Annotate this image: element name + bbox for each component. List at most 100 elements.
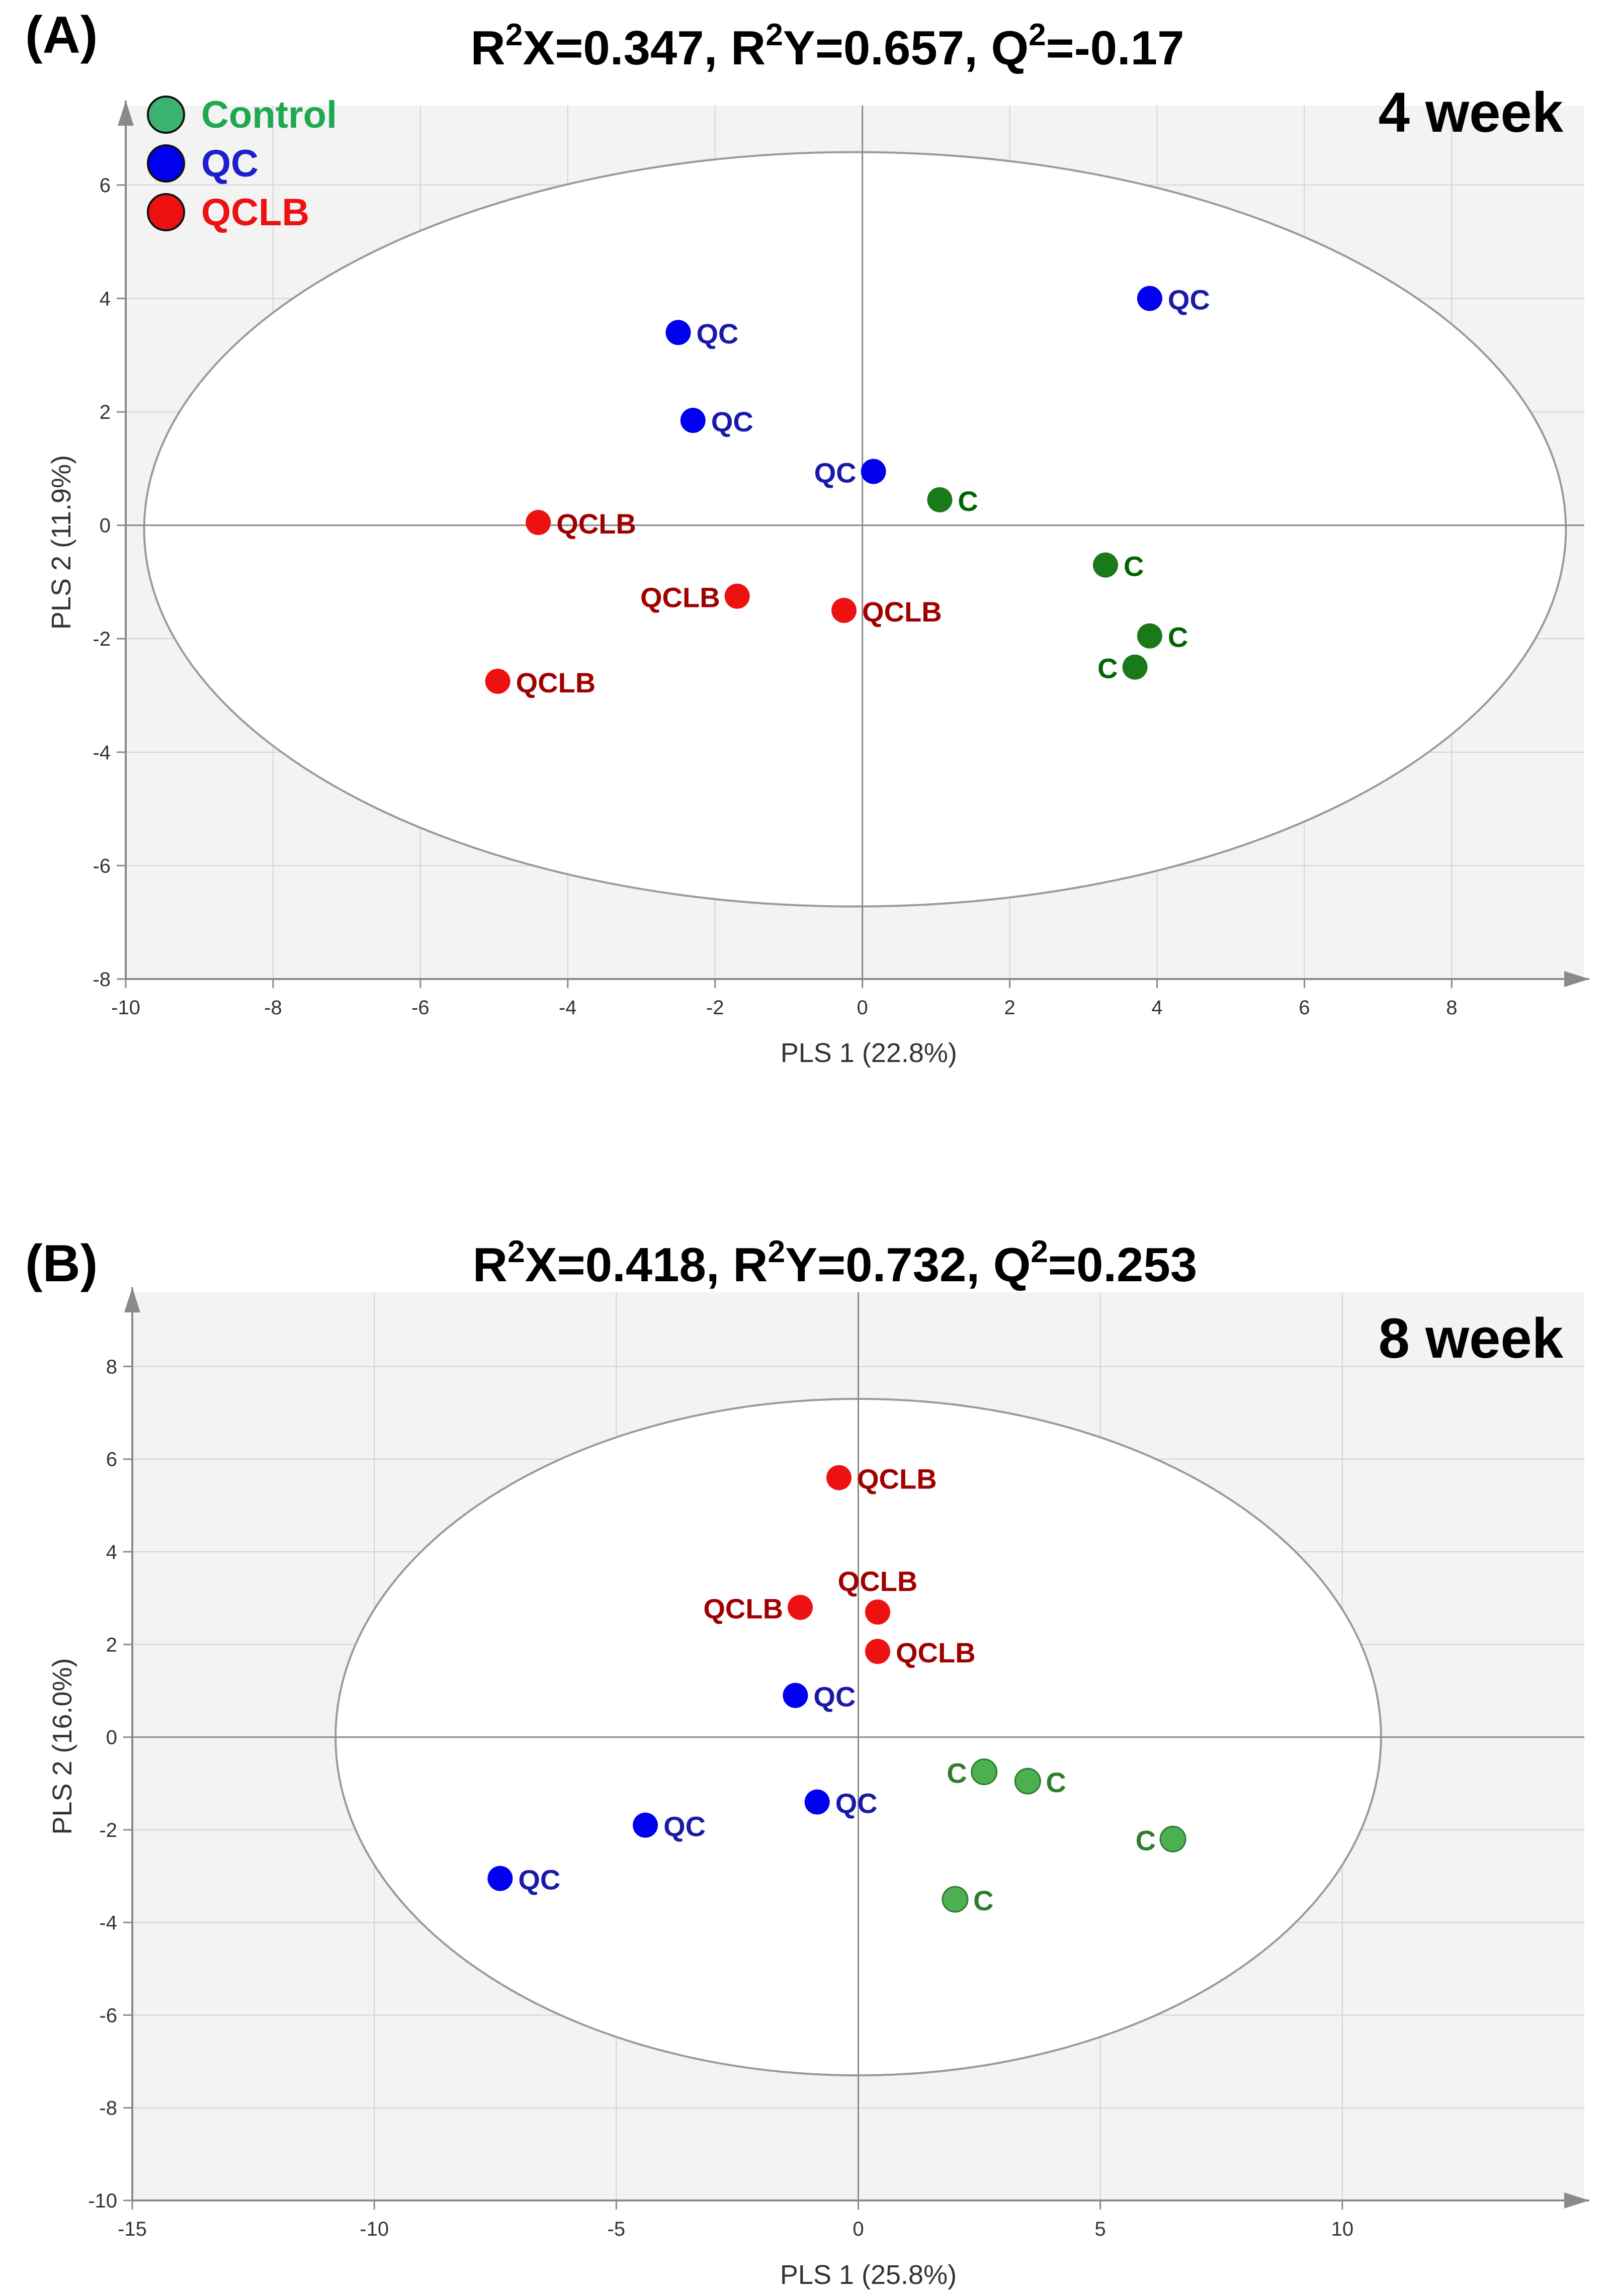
panel-label: (A) xyxy=(25,6,98,64)
x-tick-label: 4 xyxy=(1151,997,1162,1019)
y-tick-label: 2 xyxy=(100,401,111,423)
point-label-qclb: QCLB xyxy=(703,1593,783,1625)
stats-base: R xyxy=(473,1238,507,1292)
stats-base: R xyxy=(720,1238,768,1292)
point-label-qc: QC xyxy=(518,1864,560,1896)
stats-value: =-0.17 xyxy=(1046,21,1184,75)
point-label-control: C xyxy=(1124,551,1144,582)
legend-marker-qclb xyxy=(147,193,185,231)
x-tick-label: 5 xyxy=(1095,2218,1106,2240)
point-label-qclb: QCLB xyxy=(838,1565,918,1597)
data-point-qclb xyxy=(865,1599,890,1625)
point-label-control: C xyxy=(1046,1767,1066,1798)
legend: Control QC QCLB xyxy=(147,94,337,234)
x-tick-label: -10 xyxy=(360,2218,389,2240)
point-label-control: C xyxy=(1136,1824,1156,1856)
y-axis-label: PLS 2 (16.0%) xyxy=(47,1658,77,1834)
y-tick-label: 4 xyxy=(106,1541,117,1563)
data-point-qclb xyxy=(788,1595,813,1620)
y-tick-label: 8 xyxy=(106,1356,117,1378)
y-axis-label: PLS 2 (11.9%) xyxy=(46,455,76,630)
data-point-qc xyxy=(861,459,886,484)
y-tick-label: -10 xyxy=(88,2190,117,2212)
point-label-qc: QC xyxy=(711,406,753,437)
x-tick-label: 10 xyxy=(1331,2218,1354,2240)
stats-superscript: 2 xyxy=(505,18,523,52)
stats-value: Y=0.657, xyxy=(783,21,978,75)
stats-title: R2X=0.347, R2Y=0.657, Q2=-0.17 xyxy=(471,18,1184,75)
x-axis-arrow xyxy=(1564,2192,1589,2209)
data-point-qclb xyxy=(485,668,511,694)
point-label-qclb: QCLB xyxy=(640,582,720,613)
y-tick-label: 0 xyxy=(100,515,111,537)
x-tick-label: -2 xyxy=(706,997,724,1019)
y-tick-label: 6 xyxy=(106,1449,117,1471)
stats-superscript: 2 xyxy=(768,1234,785,1269)
data-point-qc xyxy=(633,1812,658,1838)
y-axis-arrow xyxy=(118,101,134,126)
y-tick-label: -8 xyxy=(99,2097,117,2120)
data-point-qc xyxy=(804,1789,830,1815)
legend-marker-control xyxy=(147,96,185,134)
point-label-qc: QC xyxy=(1168,284,1210,315)
x-axis-arrow xyxy=(1564,971,1589,987)
stats-base: R xyxy=(471,21,505,75)
stats-value: =0.253 xyxy=(1048,1238,1197,1292)
y-tick-label: 0 xyxy=(106,1727,117,1749)
point-label-qc: QC xyxy=(835,1788,878,1819)
data-point-qclb xyxy=(526,510,551,536)
point-label-qclb: QCLB xyxy=(516,667,596,698)
y-tick-label: -4 xyxy=(93,742,111,764)
point-label-qc: QC xyxy=(663,1811,706,1842)
point-label-control: C xyxy=(958,485,978,517)
data-point-qclb xyxy=(724,583,750,609)
data-point-control xyxy=(1137,623,1162,649)
data-point-control xyxy=(1092,552,1118,578)
x-tick-label: -5 xyxy=(608,2218,626,2240)
y-tick-label: 4 xyxy=(100,288,111,310)
data-point-qc xyxy=(665,320,691,345)
stats-title: R2X=0.418, R2Y=0.732, Q2=0.253 xyxy=(473,1234,1197,1292)
stats-value: X=0.347, xyxy=(523,21,717,75)
hotelling-ellipse xyxy=(143,151,1567,908)
time-label: 8 week xyxy=(1379,1307,1564,1370)
data-point-control xyxy=(1014,1768,1041,1795)
x-axis-label: PLS 1 (25.8%) xyxy=(780,2260,957,2290)
stats-base: Q xyxy=(978,21,1029,75)
data-point-control xyxy=(1122,654,1148,680)
legend-marker-qc xyxy=(147,144,185,183)
y-tick-label: -4 xyxy=(99,1912,117,1934)
data-point-qclb xyxy=(831,597,857,623)
x-tick-label: 6 xyxy=(1299,997,1310,1019)
x-tick-label: -15 xyxy=(118,2218,147,2240)
point-label-qc: QC xyxy=(814,457,857,489)
y-tick-label: 6 xyxy=(100,174,111,197)
stats-value: Y=0.732, xyxy=(785,1238,980,1292)
point-label-control: C xyxy=(1168,622,1188,653)
y-tick-label: -6 xyxy=(99,2004,117,2026)
data-point-qc xyxy=(1137,286,1162,311)
y-tick-label: -8 xyxy=(93,968,111,991)
data-point-qclb xyxy=(865,1639,890,1664)
legend-label-qc: QC xyxy=(201,142,259,185)
stats-base: R xyxy=(717,21,766,75)
point-label-control: C xyxy=(973,1885,993,1916)
point-label-qc: QC xyxy=(813,1681,856,1713)
point-label-control: C xyxy=(947,1757,967,1789)
y-tick-label: -6 xyxy=(93,855,111,877)
x-tick-label: -10 xyxy=(111,997,140,1019)
stats-superscript: 2 xyxy=(1029,18,1046,52)
data-point-qclb xyxy=(826,1465,852,1490)
x-axis-label: PLS 1 (22.8%) xyxy=(781,1038,957,1068)
point-label-qclb: QCLB xyxy=(896,1637,976,1668)
data-point-qc xyxy=(783,1683,808,1708)
data-point-control xyxy=(1159,1825,1186,1852)
legend-label-qclb: QCLB xyxy=(201,191,309,234)
data-point-qc xyxy=(487,1866,513,1891)
x-tick-label: 0 xyxy=(853,2218,864,2240)
time-label: 4 week xyxy=(1379,81,1564,144)
data-point-qc xyxy=(680,407,706,433)
